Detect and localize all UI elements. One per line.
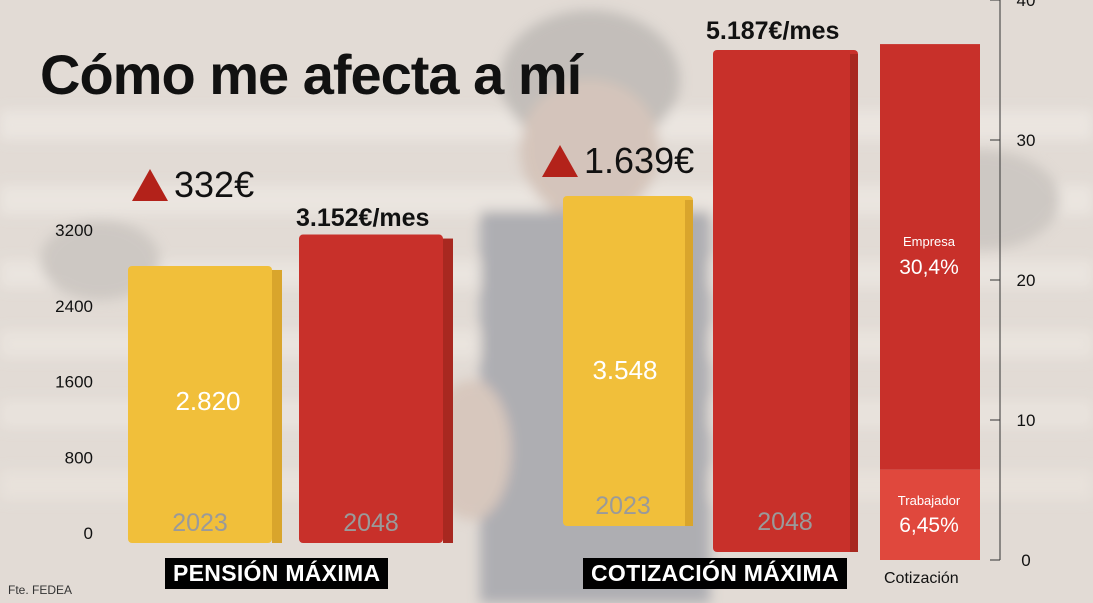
bar-pension-2023 xyxy=(128,265,272,543)
y-tick-label: 40 xyxy=(1017,0,1036,10)
bars-group: 2023 2048 2.820 2023 2048 3.548 Trabajador 6,45… xyxy=(128,44,980,560)
y-tick-label: 3200 xyxy=(55,221,93,240)
bar-category-label: 2023 xyxy=(172,509,228,537)
bar-side-shade xyxy=(850,54,858,552)
stack-segment-trabajador xyxy=(880,469,980,560)
y-tick-label: 0 xyxy=(84,524,93,543)
stack-segment-name: Empresa xyxy=(903,234,956,249)
pension-category-label: PENSIÓN MÁXIMA xyxy=(165,558,389,589)
bar-value-label: 2.820 xyxy=(175,386,240,416)
cotizacion-category-label: COTIZACIÓN MÁXIMA xyxy=(583,558,847,589)
bar-side-shade xyxy=(685,199,693,526)
y-tick-label: 2400 xyxy=(55,297,93,316)
pension-change: 332€ xyxy=(132,164,254,206)
bar-side-shade xyxy=(272,269,282,543)
up-triangle-icon xyxy=(132,169,168,201)
y-tick-label: 20 xyxy=(1017,271,1036,290)
y-tick-label: 30 xyxy=(1017,131,1036,150)
stack-category-label: Cotización xyxy=(884,570,959,587)
y-axis-left: 0 800 1600 2400 3200 xyxy=(55,221,93,543)
y-tick-label: 0 xyxy=(1021,551,1030,570)
cotizacion-change-label: 1.639€ xyxy=(584,140,695,181)
bar-value-label: 3.548 xyxy=(592,355,657,385)
y-tick-label: 800 xyxy=(65,448,93,467)
y-tick-label: 10 xyxy=(1017,411,1036,430)
source-note: Fte. FEDEA xyxy=(8,583,73,597)
cotizacion-change: 1.639€ xyxy=(542,140,694,182)
pension-top-label: 3.152€/mes xyxy=(296,204,430,232)
bar-pension-2048 xyxy=(299,234,443,544)
y-tick-label: 1600 xyxy=(55,373,93,392)
bar-category-label: 2048 xyxy=(757,508,813,536)
pension-change-label: 332€ xyxy=(174,164,255,205)
y-axis-right: 0 10 20 30 40 xyxy=(990,0,1035,570)
bar-cotizacion-2023 xyxy=(563,195,693,526)
stack-segment-value: 6,45% xyxy=(899,514,959,537)
chart-title: Cómo me afecta a mí xyxy=(40,43,582,106)
bar-cotizacion-2048 xyxy=(713,50,858,552)
stack-segment-value: 30,4% xyxy=(899,256,959,279)
bar-category-label: 2023 xyxy=(595,492,651,520)
stack-segment-empresa xyxy=(880,44,980,470)
up-triangle-icon xyxy=(542,145,578,177)
stack-segment-name: Trabajador xyxy=(898,493,961,508)
bar-category-label: 2048 xyxy=(343,509,399,537)
bar-side-shade xyxy=(443,238,453,544)
cotizacion-top-label: 5.187€/mes xyxy=(706,17,840,45)
